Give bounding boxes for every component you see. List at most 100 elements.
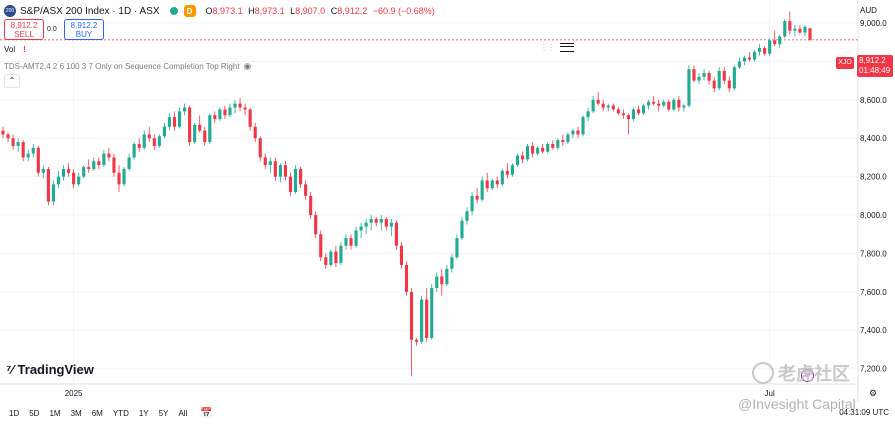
candle (763, 46, 767, 56)
tds-indicator[interactable]: TDS-AMT2,4 2 6 100 3 7 Only on Sequence … (4, 61, 251, 72)
range-ytd-button[interactable]: YTD (112, 408, 129, 418)
candle (460, 216, 464, 240)
candle (137, 138, 141, 152)
x-tick-label: 2025 (65, 389, 83, 398)
candle (556, 138, 560, 150)
drag-grip-icon[interactable]: ⋮⋮ (540, 42, 555, 52)
buy-button[interactable]: 8,912.2 BUY (64, 19, 104, 40)
candle-body (510, 165, 514, 175)
tradingview-wordmark: TradingView (17, 362, 94, 377)
chart-title[interactable]: S&P/ASX 200 Index · 1D · ASX (20, 5, 160, 17)
candle (788, 11, 792, 35)
candle (652, 96, 656, 106)
range-6m-button[interactable]: 6M (91, 408, 103, 418)
x-axis-labels[interactable]: 2025 Jul (65, 389, 775, 398)
change-value: −60.9 (−0.68%) (372, 6, 435, 16)
candle (6, 132, 10, 143)
candle-body (208, 115, 212, 143)
candle-body (238, 103, 242, 108)
candle-body (167, 117, 172, 127)
candle-body (440, 276, 444, 285)
candle (677, 96, 681, 112)
candle (778, 34, 782, 48)
candle-body (495, 180, 499, 185)
candle (541, 144, 545, 154)
candle-body (586, 111, 590, 118)
candle (722, 67, 726, 85)
tradingview-logo[interactable]: ⁷⁄ TradingView (6, 362, 94, 377)
candle-body (314, 215, 318, 235)
candle-body (798, 28, 802, 33)
candle (41, 165, 45, 179)
low-value: 8,907.0 (295, 6, 326, 16)
candle (102, 149, 106, 168)
candle-body (515, 155, 520, 166)
range-1m-button[interactable]: 1M (49, 408, 61, 418)
candle (253, 122, 257, 143)
candle (263, 153, 267, 169)
candle-body (702, 72, 706, 77)
candle-body (757, 48, 762, 52)
candle (258, 136, 262, 162)
range-1d-button[interactable]: 1D (9, 408, 20, 418)
candle-body (77, 176, 81, 185)
pane-menu[interactable]: ⋮⋮ (540, 39, 574, 55)
candle (389, 218, 393, 237)
candle-body (752, 51, 757, 60)
collapse-legend-button[interactable]: ⌃ (4, 74, 20, 88)
target-icon[interactable]: ◎ (801, 369, 814, 382)
range-5y-button[interactable]: 5Y (158, 408, 169, 418)
utc-clock[interactable]: 04:31:09 UTC (839, 408, 889, 417)
warning-icon[interactable]: ! (23, 45, 26, 54)
range-3m-button[interactable]: 3M (70, 408, 82, 418)
candle (727, 76, 731, 93)
candle (369, 215, 373, 231)
candle (515, 153, 520, 168)
candle (531, 142, 535, 158)
candle (87, 159, 91, 173)
calendar-range-icon[interactable]: 📅 (200, 407, 213, 419)
candle (314, 211, 318, 239)
ohlc-values: O8,973.1 H8,973.1 L8,907.0 C8,912.2 −60.… (206, 6, 438, 16)
candle-body (455, 238, 459, 258)
eye-icon[interactable]: ◉ (243, 61, 252, 71)
candle (394, 220, 398, 250)
candle (364, 218, 368, 235)
candle-body (1, 130, 5, 135)
candle (273, 157, 277, 181)
axis-settings-icon[interactable]: ⚙ (869, 388, 878, 398)
candle-body (157, 136, 161, 146)
delayed-data-badge[interactable]: D (183, 5, 196, 17)
candle (702, 69, 706, 81)
candle (11, 134, 15, 150)
candle-body (631, 109, 636, 120)
candle-body (747, 57, 752, 60)
candle (319, 230, 323, 262)
high-value: 8,973.1 (254, 6, 285, 16)
candle-body (556, 140, 560, 148)
volume-indicator[interactable]: Vol ! (4, 45, 26, 54)
range-all-button[interactable]: All (178, 408, 188, 418)
candle (611, 103, 615, 112)
low-key: L (290, 6, 296, 16)
candle (384, 216, 388, 231)
candle (223, 105, 227, 120)
candle (304, 180, 308, 200)
candle-body (778, 36, 782, 45)
candle (641, 103, 646, 116)
range-1y-button[interactable]: 1Y (138, 408, 149, 418)
candle-body (657, 103, 661, 106)
candle (147, 126, 151, 143)
candle (697, 72, 701, 85)
candle-body (6, 134, 10, 139)
candle-body (788, 21, 792, 31)
range-5d-button[interactable]: 5D (29, 408, 40, 418)
candle (233, 99, 237, 114)
candle (500, 168, 504, 187)
currency-label[interactable]: AUD (860, 6, 877, 15)
candle-body (742, 57, 746, 62)
menu-icon[interactable] (560, 42, 574, 52)
sell-button[interactable]: 8,912.2 SELL (4, 19, 44, 40)
candle-body (309, 195, 313, 216)
